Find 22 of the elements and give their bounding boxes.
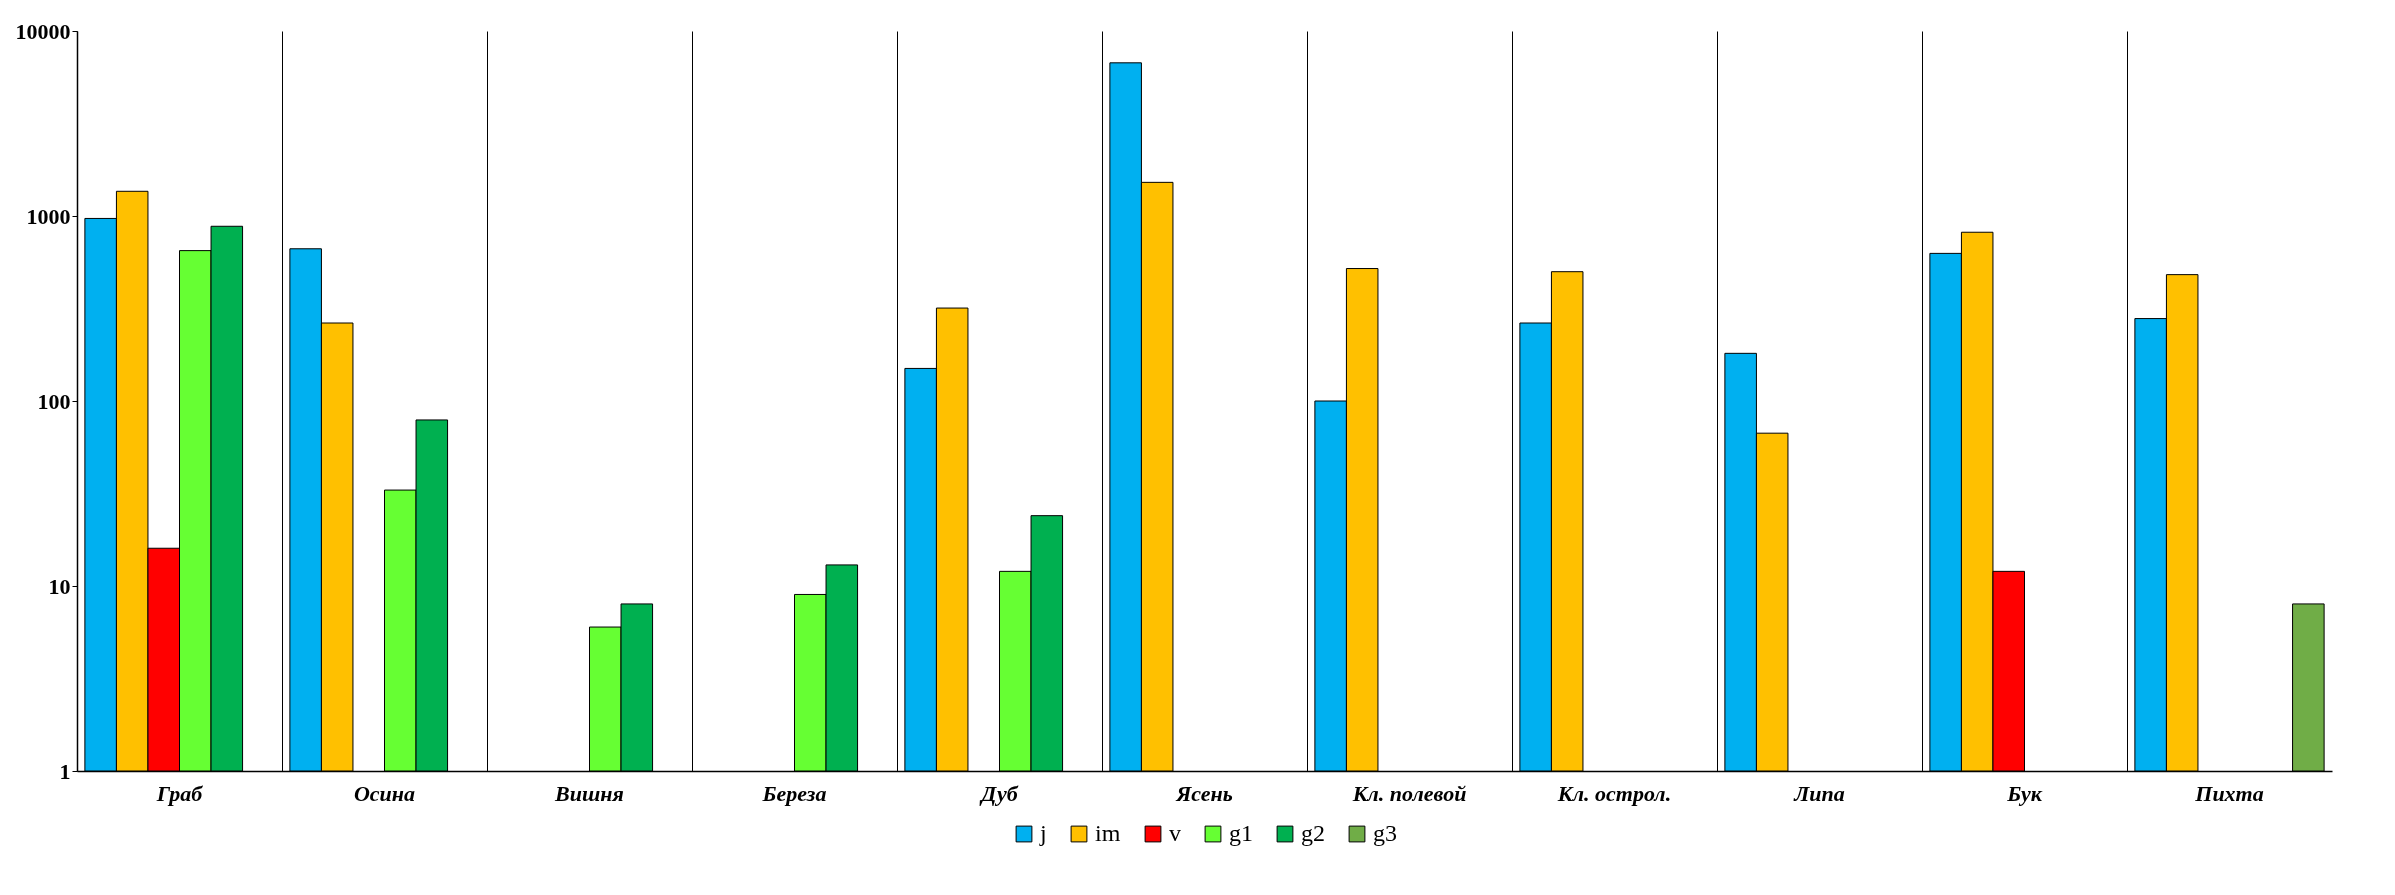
y-tick-label: 1000 — [26, 203, 71, 229]
y-tick-label: 10 — [48, 573, 71, 599]
x-tick-label: Береза — [761, 780, 827, 806]
x-tick-label: Граб — [155, 780, 204, 806]
legend-label: im — [1095, 820, 1121, 846]
x-tick-label: Липа — [1793, 780, 1845, 806]
x-tick-label: Дуб — [979, 780, 1019, 806]
y-tick-label: 10000 — [15, 18, 71, 44]
legend-label: g1 — [1229, 820, 1253, 846]
y-tick-label: 100 — [37, 388, 71, 414]
x-tick-label: Ясень — [1175, 780, 1233, 806]
legend-label: j — [1039, 820, 1047, 846]
x-tick-label: Осина — [353, 780, 416, 806]
legend-label: v — [1169, 820, 1181, 846]
x-tick-label: Пихта — [2194, 780, 2264, 806]
x-tick-label: Бук — [2006, 780, 2043, 806]
x-tick-label: Кл. полевой — [1351, 780, 1467, 806]
legend-label: g2 — [1301, 820, 1325, 846]
legend-label: g3 — [1373, 820, 1397, 846]
x-tick-label: Кл. острол. — [1556, 780, 1672, 806]
x-tick-label: Вишня — [554, 780, 624, 806]
y-tick-label: 1 — [59, 758, 71, 784]
